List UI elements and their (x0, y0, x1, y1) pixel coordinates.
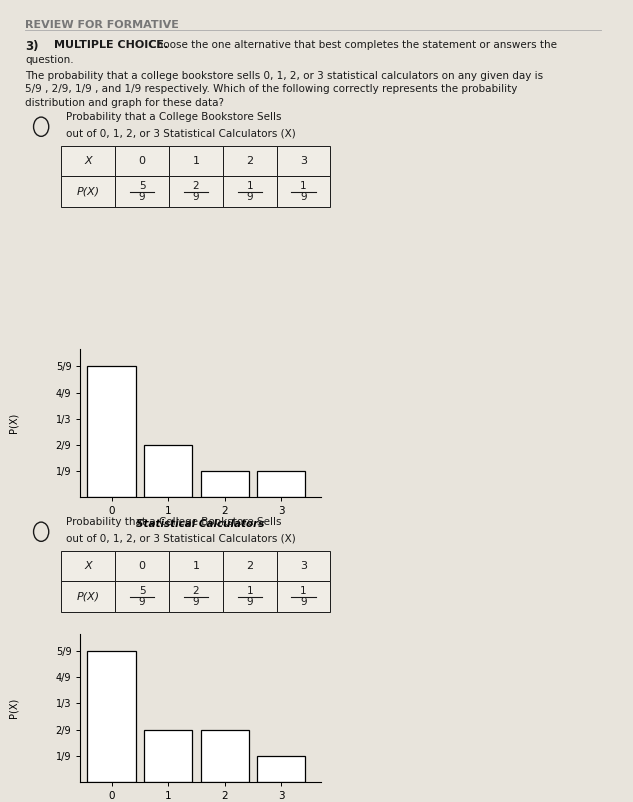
Bar (201, 471, 249, 497)
Text: 1: 1 (300, 181, 307, 191)
Text: 9: 9 (139, 192, 146, 202)
Bar (257, 471, 305, 497)
Text: 9: 9 (192, 597, 199, 607)
Text: 3): 3) (25, 40, 39, 53)
Text: distribution and graph for these data?: distribution and graph for these data? (25, 98, 224, 107)
Bar (87, 367, 135, 497)
Text: 1: 1 (300, 586, 307, 596)
Text: 1: 1 (192, 561, 199, 571)
Text: 0: 0 (139, 156, 146, 166)
Text: 5: 5 (139, 586, 146, 596)
Text: P(X): P(X) (8, 698, 18, 718)
Text: out of 0, 1, 2, or 3 Statistical Calculators (X): out of 0, 1, 2, or 3 Statistical Calcula… (66, 533, 296, 543)
Text: out of 0, 1, 2, or 3 Statistical Calculators (X): out of 0, 1, 2, or 3 Statistical Calcula… (66, 128, 296, 138)
Text: Probability that a College Bookstore Sells: Probability that a College Bookstore Sel… (66, 112, 282, 122)
Text: 9: 9 (192, 192, 199, 202)
Text: 9: 9 (139, 597, 146, 607)
Text: 3: 3 (300, 561, 307, 571)
Text: question.: question. (25, 55, 74, 64)
Text: The probability that a college bookstore sells 0, 1, 2, or 3 statistical calcula: The probability that a college bookstore… (25, 71, 544, 80)
Bar (87, 651, 135, 782)
Text: 1: 1 (192, 156, 199, 166)
Text: 0: 0 (139, 561, 146, 571)
Text: P(X): P(X) (77, 187, 100, 196)
Text: 2: 2 (246, 561, 253, 571)
Bar (257, 755, 305, 782)
Text: 5: 5 (139, 181, 146, 191)
Text: 3: 3 (300, 156, 307, 166)
Text: X: X (84, 156, 92, 166)
Text: Probability that a College Bookstore Sells: Probability that a College Bookstore Sel… (66, 517, 282, 527)
Text: 9: 9 (300, 597, 307, 607)
Text: X: X (84, 561, 92, 571)
Text: 2: 2 (246, 156, 253, 166)
X-axis label: Statistical Calculators: Statistical Calculators (137, 519, 265, 529)
Text: 9: 9 (246, 192, 253, 202)
Text: 9: 9 (300, 192, 307, 202)
Bar (144, 730, 192, 782)
Text: P(X): P(X) (77, 592, 100, 602)
Text: 1: 1 (246, 586, 253, 596)
Bar (201, 730, 249, 782)
Text: P(X): P(X) (8, 413, 18, 433)
Text: Choose the one alternative that best completes the statement or answers the: Choose the one alternative that best com… (146, 40, 556, 50)
Text: 1: 1 (246, 181, 253, 191)
Text: 2: 2 (192, 181, 199, 191)
Text: 2: 2 (192, 586, 199, 596)
Text: REVIEW FOR FORMATIVE: REVIEW FOR FORMATIVE (25, 20, 179, 30)
Bar (144, 445, 192, 497)
Text: MULTIPLE CHOICE.: MULTIPLE CHOICE. (54, 40, 168, 50)
Text: 5/9 , 2/9, 1/9 , and 1/9 respectively. Which of the following correctly represen: 5/9 , 2/9, 1/9 , and 1/9 respectively. W… (25, 84, 518, 94)
Text: 9: 9 (246, 597, 253, 607)
